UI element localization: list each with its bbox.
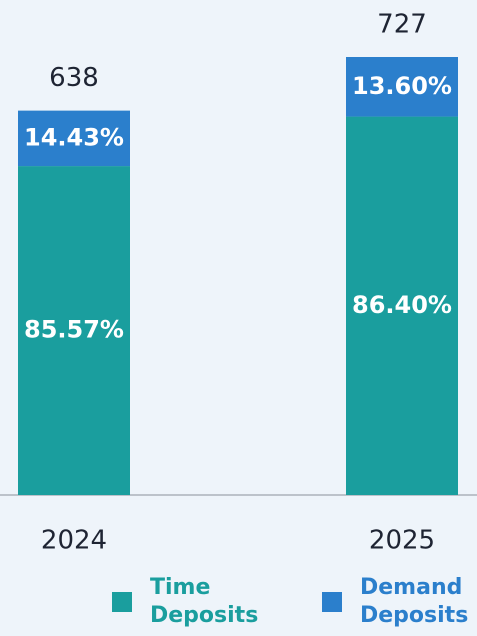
bar-segment xyxy=(18,166,130,495)
value-label: 86.40% xyxy=(352,291,452,319)
value-label: 13.60% xyxy=(352,72,452,100)
value-label: 14.43% xyxy=(24,123,124,151)
total-label: 638 xyxy=(49,63,99,93)
x-tick-label: 2025 xyxy=(369,526,435,556)
legend-swatch xyxy=(112,592,132,612)
legend-item: Time Deposits xyxy=(112,574,270,630)
legend-label: Demand Deposits xyxy=(360,575,469,628)
x-tick-label: 2024 xyxy=(41,526,107,556)
legend-label: Time Deposits xyxy=(150,575,259,628)
total-label: 727 xyxy=(377,10,427,40)
legend-swatch xyxy=(322,592,342,612)
bar-segment xyxy=(346,116,458,496)
bar-segment xyxy=(346,57,458,117)
legend-item: Demand Deposits xyxy=(322,574,477,630)
bar-segment xyxy=(18,110,130,167)
value-label: 85.57% xyxy=(24,316,124,344)
